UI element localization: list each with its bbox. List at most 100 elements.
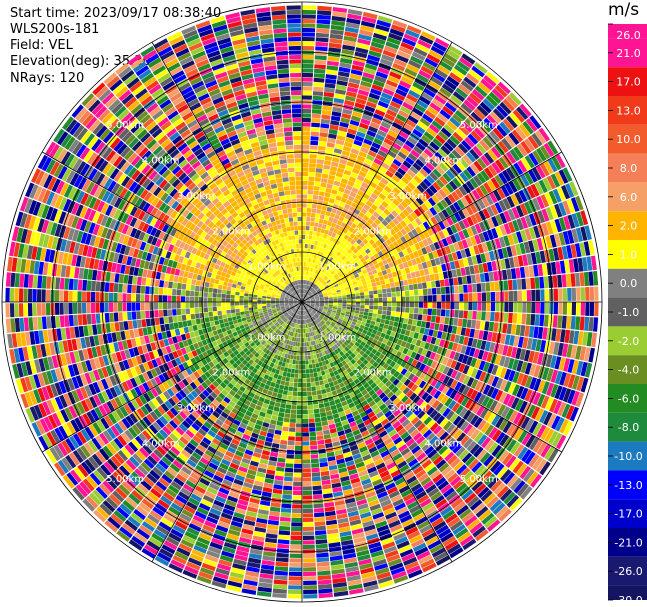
- range-gate: [311, 289, 316, 293]
- range-gate: [330, 29, 344, 36]
- range-gate: [341, 150, 350, 157]
- range-gate: [333, 148, 342, 154]
- range-gate: [322, 105, 333, 111]
- range-gate: [400, 200, 409, 209]
- range-gate: [371, 222, 378, 229]
- range-gate: [325, 442, 333, 449]
- range-gate: [396, 296, 401, 302]
- range-gate: [302, 504, 313, 509]
- range-gate: [305, 290, 308, 294]
- range-gate: [322, 281, 327, 285]
- range-gate: [318, 191, 325, 197]
- range-gate: [368, 50, 382, 58]
- range-gate: [333, 273, 338, 279]
- range-gate: [364, 305, 369, 309]
- range-gate: [435, 316, 441, 324]
- range-gate: [302, 378, 307, 383]
- range-gate: [283, 481, 293, 486]
- range-gate: [411, 51, 426, 61]
- range-gate: [309, 158, 317, 164]
- range-gate: [302, 194, 308, 199]
- range-gate: [331, 189, 338, 195]
- range-gate: [460, 102, 473, 114]
- range-gate: [273, 434, 281, 440]
- range-gate: [378, 165, 387, 174]
- range-gate: [302, 427, 309, 433]
- range-gate: [543, 276, 549, 289]
- range-gate: [290, 373, 295, 378]
- range-gate: [395, 195, 404, 203]
- range-gate: [364, 295, 369, 299]
- range-gate: [303, 261, 306, 267]
- range-gate: [279, 407, 286, 413]
- range-gate: [340, 222, 347, 228]
- range-gate: [273, 406, 280, 412]
- range-gate: [302, 135, 310, 141]
- range-gate: [333, 228, 339, 234]
- range-gate: [315, 275, 319, 280]
- range-gate: [371, 177, 380, 185]
- range-gate: [414, 124, 426, 134]
- range-gate: [316, 209, 322, 214]
- range-gate: [417, 121, 428, 131]
- range-gate: [293, 378, 298, 383]
- range-gate: [314, 269, 318, 274]
- range-gate: [320, 273, 325, 278]
- range-gate: [302, 450, 310, 455]
- range-gate: [305, 266, 308, 271]
- range-gate: [330, 24, 345, 31]
- range-gate: [330, 263, 335, 269]
- range-gate: [442, 172, 452, 183]
- range-gate: [393, 92, 406, 102]
- range-gate: [329, 38, 343, 44]
- range-gate: [310, 288, 314, 292]
- range-gate: [352, 167, 360, 175]
- range-gate: [325, 244, 331, 250]
- range-gate: [278, 534, 290, 540]
- range-gate: [319, 186, 326, 192]
- range-gate: [324, 502, 335, 508]
- range-gate: [362, 284, 368, 289]
- range-gate: [392, 142, 402, 151]
- range-gate: [311, 268, 315, 273]
- range-gate: [385, 283, 391, 289]
- range-gate: [285, 458, 294, 464]
- range-gate: [302, 77, 313, 82]
- range-gate: [535, 289, 541, 301]
- range-gate: [372, 211, 380, 219]
- range-gate: [315, 32, 330, 38]
- range-gate: [432, 295, 437, 302]
- range-gate: [434, 323, 440, 331]
- range-gate: [360, 25, 375, 33]
- range-gate: [420, 203, 429, 212]
- range-gate: [526, 290, 532, 302]
- range-gate: [423, 295, 428, 302]
- range-gate: [437, 64, 451, 75]
- range-gate: [302, 423, 309, 428]
- range-gate: [313, 82, 325, 88]
- range-gate: [397, 167, 406, 176]
- range-gate: [375, 71, 388, 79]
- range-gate: [279, 525, 291, 531]
- range-gate: [278, 389, 284, 395]
- range-gate: [460, 80, 474, 92]
- range-gate: [303, 540, 315, 545]
- range-gate: [316, 204, 323, 210]
- range-gate: [504, 302, 509, 312]
- range-gate: [318, 261, 323, 266]
- range-gate: [373, 298, 379, 302]
- range-gate: [295, 432, 302, 437]
- range-gate: [390, 162, 400, 171]
- range-gate: [338, 241, 344, 248]
- range-gate: [506, 323, 512, 335]
- range-gate: [336, 80, 348, 87]
- range-gate: [374, 218, 381, 226]
- range-gate: [346, 296, 352, 300]
- range-gate: [313, 284, 317, 289]
- range-gate: [370, 192, 379, 200]
- range-gate: [352, 248, 359, 254]
- range-gate: [285, 376, 290, 382]
- range-gate: [274, 475, 284, 481]
- range-gate: [571, 287, 577, 301]
- range-gate: [509, 112, 522, 126]
